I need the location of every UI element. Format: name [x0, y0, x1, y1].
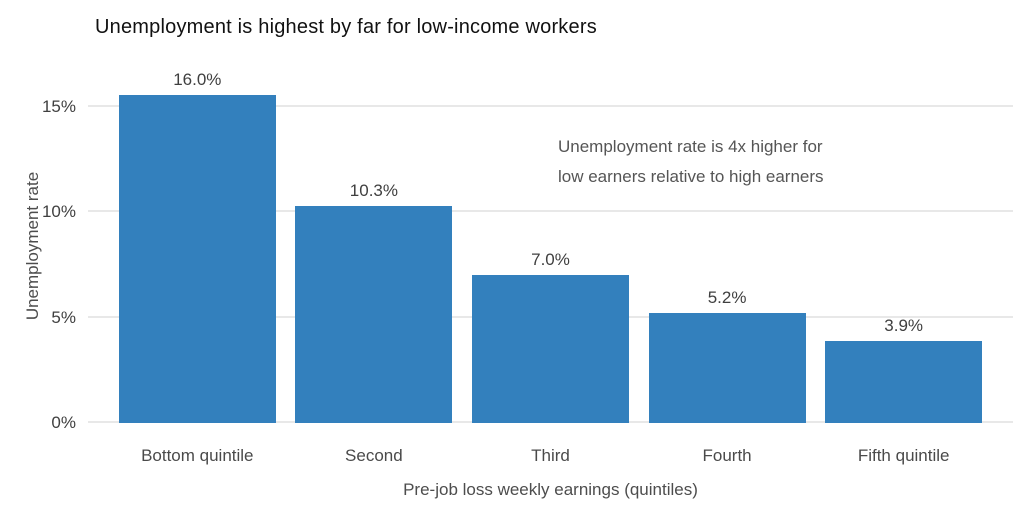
y-tick-label-5%: 5% [51, 307, 76, 327]
bar-second [295, 205, 453, 423]
chart-annotation: Unemployment rate is 4x higher for low e… [558, 132, 824, 192]
y-axis-title: Unemployment rate [23, 171, 42, 321]
bar-fourth [648, 313, 806, 423]
plot-area: 0% 5% 10% 15% 16.0% 10.3% 7.0% 5.2% 3.9% [42, 70, 1013, 432]
bar-band: 7.0% [462, 70, 639, 423]
bar-band: 3.9% [815, 70, 992, 423]
x-tick-label: Fifth quintile [857, 446, 950, 465]
bar-bottom-quintile [118, 95, 276, 423]
bar-band: 5.2% [639, 70, 816, 423]
bar-band: 10.3% [286, 70, 463, 423]
x-tick-label: Third [531, 446, 570, 465]
y-tick-label-0%: 0% [51, 413, 76, 432]
bars-layer: 16.0% 10.3% 7.0% 5.2% 3.9% [88, 70, 1013, 423]
x-axis-tick-labels: Bottom quintile Second Third Fourth Fifth qu… [88, 446, 1013, 466]
gridline-10% [88, 210, 1013, 213]
y-tick-label-15%: 15% [41, 96, 76, 116]
chart-title: Unemployment is highest by far for low-i… [95, 16, 597, 38]
annotation-line-1: Unemployment rate is 4x higher for [558, 137, 823, 156]
x-tick-label: Fourth [702, 446, 752, 465]
gridline-15% [88, 104, 1013, 107]
bar-value-label: 3.9% [884, 315, 924, 335]
x-axis-title: Pre-job loss weekly earnings (quintiles) [403, 480, 698, 499]
bar-value-label: 7.0% [531, 250, 570, 270]
bar-value-label: 10.3% [349, 180, 398, 200]
bar-fifth-quintile [825, 340, 983, 423]
bar-value-label: 5.2% [707, 288, 747, 308]
annotation-line-2: low earners relative to high earners [558, 167, 824, 186]
x-tick-label: Bottom quintile [141, 446, 254, 465]
bar-band: 16.0% [109, 70, 286, 423]
bar-third [471, 275, 630, 423]
y-tick-label-10%: 10% [41, 202, 76, 222]
x-tick-label: Second [345, 446, 403, 465]
bar-value-label: 16.0% [173, 70, 222, 89]
